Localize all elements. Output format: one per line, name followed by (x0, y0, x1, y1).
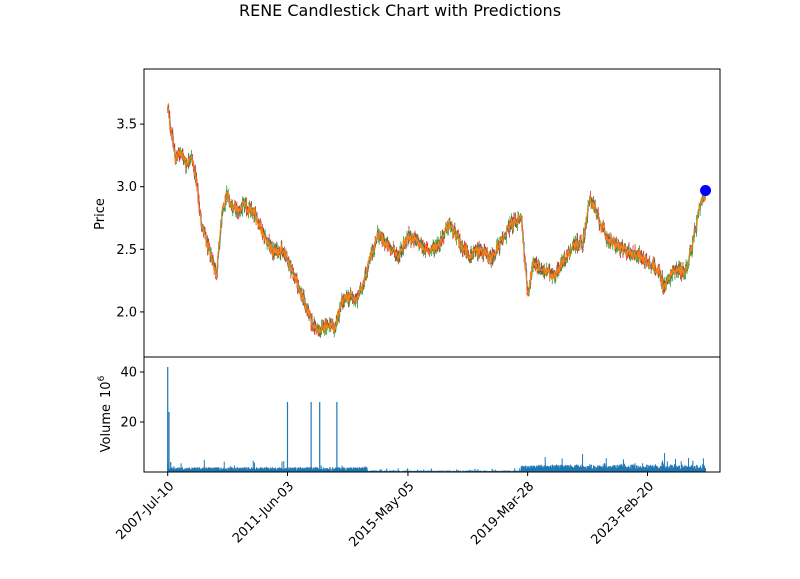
price-y-tick-label: 2.0 (116, 305, 137, 320)
volume-bar (705, 468, 706, 472)
volume-spike (167, 367, 168, 472)
volume-axis-label: Volume 106 (97, 375, 114, 452)
x-tick-label: 2019-Mar-28 (468, 479, 537, 548)
price-axes-frame (144, 69, 720, 357)
price-axis-label: Price (93, 198, 108, 230)
x-axis: 2007-Jul-10 2011-Jun-03 2015-May-05 2019-Ma… (113, 472, 657, 550)
price-y-tick-label: 2.5 (116, 243, 137, 258)
volume-y-tick-label: 20 (120, 416, 137, 431)
volume-scale-exponent: 6 (97, 375, 107, 381)
x-tick-label: 2011-Jun-03 (230, 479, 297, 546)
price-panel: 2.0 2.5 3.0 3.5 Price (93, 69, 720, 357)
x-tick-label: 2023-Feb-20 (589, 479, 658, 548)
volume-plot-area (167, 367, 706, 472)
price-y-axis: 2.0 2.5 3.0 3.5 (116, 118, 144, 321)
volume-axes-frame (144, 357, 720, 472)
volume-spike (336, 402, 337, 472)
x-tick-label: 2015-May-05 (346, 479, 417, 550)
volume-axis-label-text: Volume (99, 404, 114, 452)
price-plot-area (167, 103, 711, 338)
volume-scale-base: 10 (99, 381, 114, 398)
price-y-tick-label: 3.0 (116, 180, 137, 195)
x-tick-label: 2007-Jul-10 (113, 479, 177, 543)
prediction-line (168, 106, 705, 333)
volume-y-tick-label: 40 (120, 366, 137, 381)
volume-axis-label-group: Volume 106 (97, 375, 114, 452)
volume-spike (170, 462, 171, 472)
price-y-tick-label: 3.5 (116, 118, 137, 133)
volume-spike (311, 402, 312, 472)
prediction-marker (700, 185, 711, 196)
volume-spike (319, 402, 320, 472)
chart-title: RENE Candlestick Chart with Predictions (239, 1, 561, 20)
volume-spike (168, 412, 169, 472)
volume-spike (287, 402, 288, 472)
